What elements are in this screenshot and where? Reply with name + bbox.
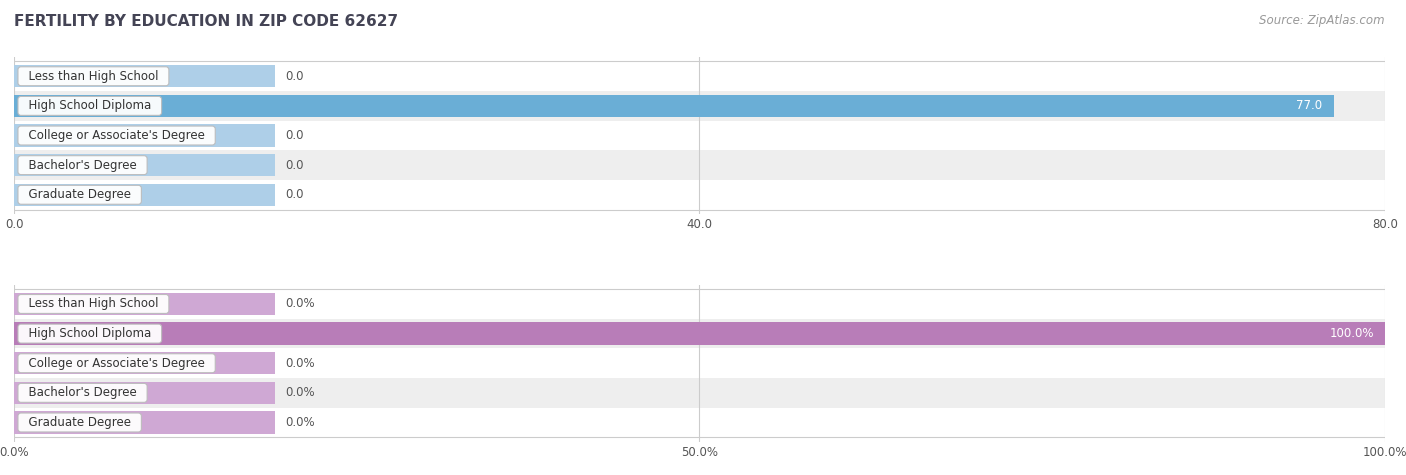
Text: 0.0%: 0.0% [285, 416, 315, 429]
Text: 0.0%: 0.0% [285, 386, 315, 399]
Text: High School Diploma: High School Diploma [21, 99, 159, 113]
Text: Less than High School: Less than High School [21, 297, 166, 311]
Text: 0.0: 0.0 [285, 159, 304, 171]
Bar [14, 61, 1385, 91]
Text: High School Diploma: High School Diploma [21, 327, 159, 340]
Bar [14, 184, 274, 206]
Bar [14, 95, 1333, 117]
Bar [14, 91, 1385, 121]
Text: Graduate Degree: Graduate Degree [21, 416, 138, 429]
Text: College or Associate's Degree: College or Associate's Degree [21, 357, 212, 370]
Text: FERTILITY BY EDUCATION IN ZIP CODE 62627: FERTILITY BY EDUCATION IN ZIP CODE 62627 [14, 14, 398, 29]
Bar [14, 154, 274, 176]
Text: Graduate Degree: Graduate Degree [21, 188, 138, 201]
Text: Less than High School: Less than High School [21, 70, 166, 83]
Text: 0.0: 0.0 [285, 129, 304, 142]
Bar [14, 65, 274, 87]
Bar [14, 319, 1385, 349]
Bar [14, 150, 1385, 180]
Bar [14, 408, 1385, 437]
Bar [14, 289, 1385, 319]
Bar [14, 124, 274, 147]
Bar [14, 180, 1385, 209]
Bar [14, 349, 1385, 378]
Bar [14, 323, 1385, 345]
Bar [14, 121, 1385, 150]
Bar [14, 293, 274, 315]
Text: Bachelor's Degree: Bachelor's Degree [21, 159, 145, 171]
Bar [14, 411, 274, 434]
Text: 100.0%: 100.0% [1330, 327, 1374, 340]
Text: 0.0%: 0.0% [285, 357, 315, 370]
Text: 0.0%: 0.0% [285, 297, 315, 311]
Bar [14, 382, 274, 404]
Bar [14, 378, 1385, 408]
Bar [14, 352, 274, 374]
Text: 77.0: 77.0 [1296, 99, 1323, 113]
Text: Bachelor's Degree: Bachelor's Degree [21, 386, 145, 399]
Text: 0.0: 0.0 [285, 188, 304, 201]
Text: College or Associate's Degree: College or Associate's Degree [21, 129, 212, 142]
Text: Source: ZipAtlas.com: Source: ZipAtlas.com [1260, 14, 1385, 27]
Text: 0.0: 0.0 [285, 70, 304, 83]
